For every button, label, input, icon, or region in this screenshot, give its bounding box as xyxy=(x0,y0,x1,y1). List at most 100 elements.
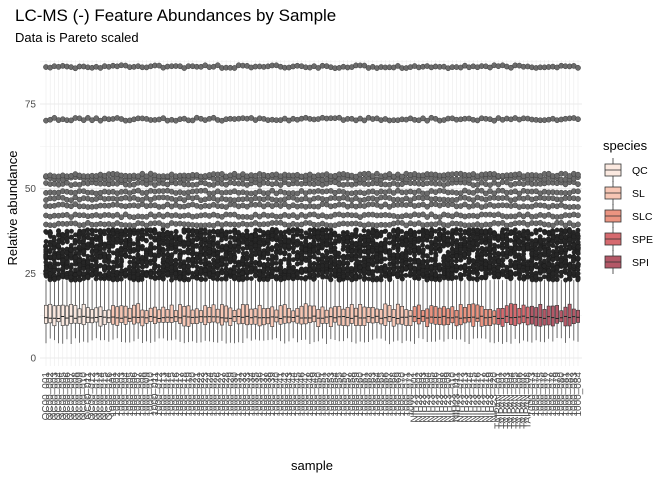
box-iqr xyxy=(81,303,86,326)
outlier-point xyxy=(483,240,488,246)
outlier-point xyxy=(143,238,149,244)
box-iqr xyxy=(169,304,174,323)
outlier-point xyxy=(244,228,250,234)
outlier-point xyxy=(60,236,66,242)
outlier-point xyxy=(261,237,266,243)
outlier-point xyxy=(244,250,250,256)
outlier-point xyxy=(508,251,514,257)
outlier-point xyxy=(554,227,560,233)
box-iqr xyxy=(106,309,111,323)
outlier-point xyxy=(169,246,174,252)
outlier-point xyxy=(240,270,246,276)
outlier-point xyxy=(458,246,464,252)
outlier-point xyxy=(81,271,87,276)
outlier-point xyxy=(277,235,283,241)
outlier-point xyxy=(43,229,49,235)
box-QC xyxy=(44,280,48,344)
outlier-point xyxy=(51,245,57,251)
outlier-point xyxy=(248,234,254,240)
outlier-point xyxy=(240,258,245,263)
outlier-point xyxy=(236,245,242,250)
outlier-point xyxy=(382,256,388,262)
outlier-point xyxy=(144,260,149,266)
outlier-point xyxy=(232,235,238,241)
outlier-point xyxy=(64,255,70,261)
outlier-point xyxy=(252,272,258,278)
outlier-point xyxy=(575,221,581,228)
outlier-point xyxy=(428,239,434,245)
outlier-point xyxy=(420,259,426,265)
outlier-point xyxy=(282,238,288,244)
outlier-point xyxy=(244,233,250,239)
outlier-point xyxy=(68,247,74,253)
outlier-point xyxy=(474,271,480,277)
outlier-point xyxy=(332,250,338,256)
outlier-point xyxy=(412,252,417,258)
outlier-point xyxy=(395,265,401,271)
outlier-point xyxy=(68,228,74,234)
outlier-point xyxy=(483,229,489,235)
box-QC xyxy=(102,280,107,341)
box-SL xyxy=(165,280,170,341)
outlier-point xyxy=(177,253,183,259)
box-iqr xyxy=(211,304,216,323)
outlier-point xyxy=(508,237,514,243)
outlier-point xyxy=(244,240,250,246)
box-QC xyxy=(81,280,86,342)
box-iqr xyxy=(228,307,233,326)
box-iqr xyxy=(186,305,191,327)
outlier-point xyxy=(123,228,129,234)
outlier-point xyxy=(76,276,82,282)
outlier-point xyxy=(282,275,287,281)
box-SL xyxy=(215,280,220,343)
outlier-point xyxy=(185,250,191,256)
box-SL xyxy=(127,280,132,343)
outlier-point xyxy=(478,229,484,235)
outlier-point xyxy=(575,212,581,219)
outlier-point xyxy=(131,267,137,273)
outlier-point xyxy=(97,272,103,278)
outlier-point xyxy=(156,263,162,269)
outlier-point xyxy=(198,260,204,266)
outlier-point xyxy=(72,255,78,261)
outlier-point xyxy=(575,251,581,256)
outlier-point xyxy=(198,268,204,274)
outlier-point xyxy=(391,229,396,234)
outlier-point xyxy=(156,253,162,259)
outlier-point xyxy=(152,270,158,276)
outlier-point xyxy=(554,256,560,262)
outlier-point xyxy=(148,260,153,266)
box-series xyxy=(44,280,580,345)
outlier-point xyxy=(320,274,326,280)
outlier-point xyxy=(211,268,216,274)
outlier-point xyxy=(89,262,95,268)
outlier-point xyxy=(458,227,464,233)
box-iqr xyxy=(161,306,166,323)
outlier-point xyxy=(311,253,317,259)
outlier-point xyxy=(441,261,447,267)
outlier-point xyxy=(495,272,501,278)
outlier-point xyxy=(416,245,422,251)
outlier-point xyxy=(123,253,129,259)
outlier-points xyxy=(43,62,581,283)
outlier-point xyxy=(508,261,514,267)
outlier-point xyxy=(516,239,522,244)
box-QC xyxy=(106,280,111,342)
outlier-point xyxy=(274,229,280,235)
box-SL xyxy=(178,280,182,342)
box-iqr xyxy=(190,309,195,325)
outlier-point xyxy=(436,232,442,238)
outlier-point xyxy=(290,237,296,243)
outlier-point xyxy=(223,245,229,251)
outlier-point xyxy=(240,232,246,238)
outlier-point xyxy=(290,265,296,271)
box-iqr xyxy=(144,310,149,324)
outlier-point xyxy=(504,236,510,242)
box-iqr xyxy=(65,305,69,326)
outlier-point xyxy=(68,234,74,240)
outlier-point xyxy=(462,264,468,270)
outlier-point xyxy=(361,263,367,269)
outlier-point xyxy=(193,275,199,281)
outlier-point xyxy=(73,267,78,273)
outlier-point xyxy=(93,270,99,276)
